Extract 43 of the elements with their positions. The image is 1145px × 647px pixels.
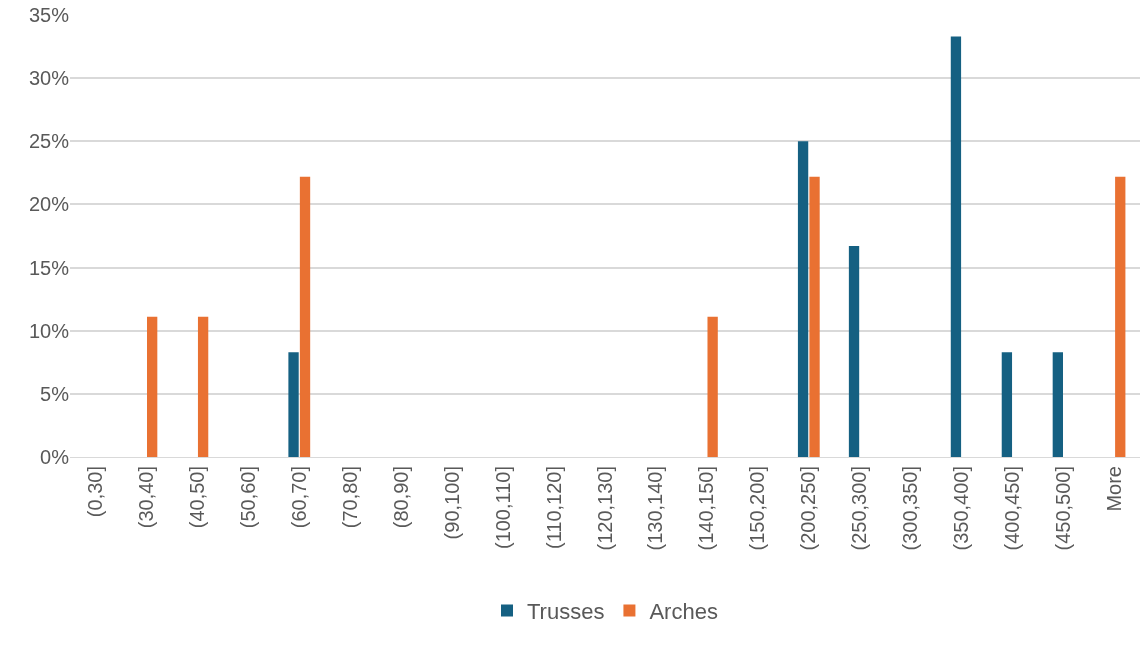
x-tick-label: More: [1103, 466, 1126, 512]
bar: [1115, 176, 1126, 457]
x-tick-label: (60,70]: [287, 466, 310, 529]
legend-label: Arches: [649, 598, 718, 624]
x-tick-label: (90,100]: [440, 466, 463, 540]
x-tick-label: (110,120]: [542, 466, 565, 550]
x-tick-label: (30,40]: [134, 466, 157, 529]
bar: [950, 36, 962, 457]
x-tick-label: (120,130]: [593, 466, 616, 551]
y-tick-label: 25%: [28, 130, 70, 153]
y-tick-label: 5%: [40, 382, 70, 405]
x-tick-label: (130,140]: [644, 466, 667, 551]
x-tick-label: (200,250]: [797, 466, 820, 551]
x-tick-label: (40,50]: [185, 466, 208, 529]
x-tick-label: (250,300]: [848, 466, 871, 551]
bar: [809, 176, 820, 457]
bar: [197, 316, 209, 457]
x-tick-label: (0,30]: [83, 466, 106, 518]
y-tick-label: 35%: [28, 4, 70, 26]
y-tick-label: 15%: [28, 256, 70, 279]
x-tick-label: (400,450]: [1001, 466, 1024, 551]
bar: [299, 176, 311, 457]
bar: [1052, 352, 1063, 457]
x-tick-label: (70,80]: [338, 466, 361, 529]
bar: [848, 246, 860, 457]
x-tick-label: (300,350]: [899, 466, 922, 551]
bar: [288, 352, 299, 457]
y-tick-label: 30%: [28, 67, 70, 90]
x-tick-label: (150,200]: [746, 466, 769, 551]
bar: [797, 141, 809, 457]
x-tick-label: (100,110]: [491, 466, 514, 550]
y-tick-label: 0%: [40, 446, 70, 468]
bar: [1001, 352, 1013, 457]
y-tick-label: 10%: [28, 319, 70, 342]
x-tick-label: (140,150]: [695, 466, 718, 551]
bar: [147, 316, 158, 457]
x-tick-label: (80,90]: [389, 466, 412, 529]
x-tick-label: (50,60]: [236, 466, 259, 529]
x-tick-label: (350,400]: [950, 466, 973, 551]
legend-label: Trusses: [527, 598, 605, 624]
x-tick-label: (450,500]: [1052, 466, 1075, 551]
bar: [707, 316, 718, 457]
y-tick-label: 20%: [28, 193, 70, 216]
